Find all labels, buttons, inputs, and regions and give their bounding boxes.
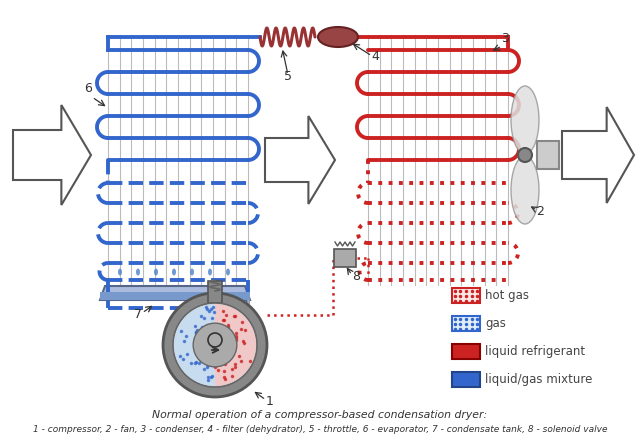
Text: 7: 7 bbox=[134, 308, 142, 321]
Text: 3: 3 bbox=[501, 32, 509, 45]
Ellipse shape bbox=[511, 86, 539, 154]
Text: 5: 5 bbox=[284, 70, 292, 83]
Polygon shape bbox=[13, 105, 91, 205]
Bar bbox=[100, 292, 250, 300]
Circle shape bbox=[173, 303, 257, 387]
Wedge shape bbox=[215, 304, 256, 386]
Text: 1: 1 bbox=[266, 395, 274, 408]
Wedge shape bbox=[174, 304, 215, 386]
Text: 2: 2 bbox=[536, 205, 544, 218]
Bar bbox=[537, 141, 559, 169]
Ellipse shape bbox=[118, 269, 122, 275]
Text: 6: 6 bbox=[84, 82, 92, 95]
Ellipse shape bbox=[154, 269, 158, 275]
Ellipse shape bbox=[190, 269, 194, 275]
Bar bbox=[334, 249, 356, 267]
Ellipse shape bbox=[208, 269, 212, 275]
Bar bbox=[208, 281, 222, 303]
Text: gas: gas bbox=[485, 317, 506, 330]
Polygon shape bbox=[562, 107, 634, 203]
Text: Normal operation of a compressor-based condensation dryer:: Normal operation of a compressor-based c… bbox=[152, 410, 488, 420]
Polygon shape bbox=[265, 116, 335, 204]
Ellipse shape bbox=[318, 27, 358, 47]
Bar bbox=[452, 372, 480, 387]
Bar bbox=[452, 344, 480, 359]
Text: liquid/gas mixture: liquid/gas mixture bbox=[485, 373, 593, 386]
Text: 1 - compressor, 2 - fan, 3 - condenser, 4 - filter (dehydrator), 5 - throttle, 6: 1 - compressor, 2 - fan, 3 - condenser, … bbox=[33, 425, 607, 435]
Polygon shape bbox=[100, 286, 250, 300]
Ellipse shape bbox=[172, 269, 176, 275]
Bar bbox=[452, 288, 480, 303]
Circle shape bbox=[163, 293, 267, 397]
Ellipse shape bbox=[226, 269, 230, 275]
Bar bbox=[452, 316, 480, 331]
Circle shape bbox=[193, 323, 237, 367]
Text: hot gas: hot gas bbox=[485, 289, 529, 302]
Ellipse shape bbox=[136, 269, 140, 275]
Text: 8: 8 bbox=[352, 270, 360, 283]
Text: 4: 4 bbox=[371, 50, 379, 63]
Circle shape bbox=[518, 148, 532, 162]
Ellipse shape bbox=[511, 156, 539, 224]
Text: liquid refrigerant: liquid refrigerant bbox=[485, 345, 585, 358]
